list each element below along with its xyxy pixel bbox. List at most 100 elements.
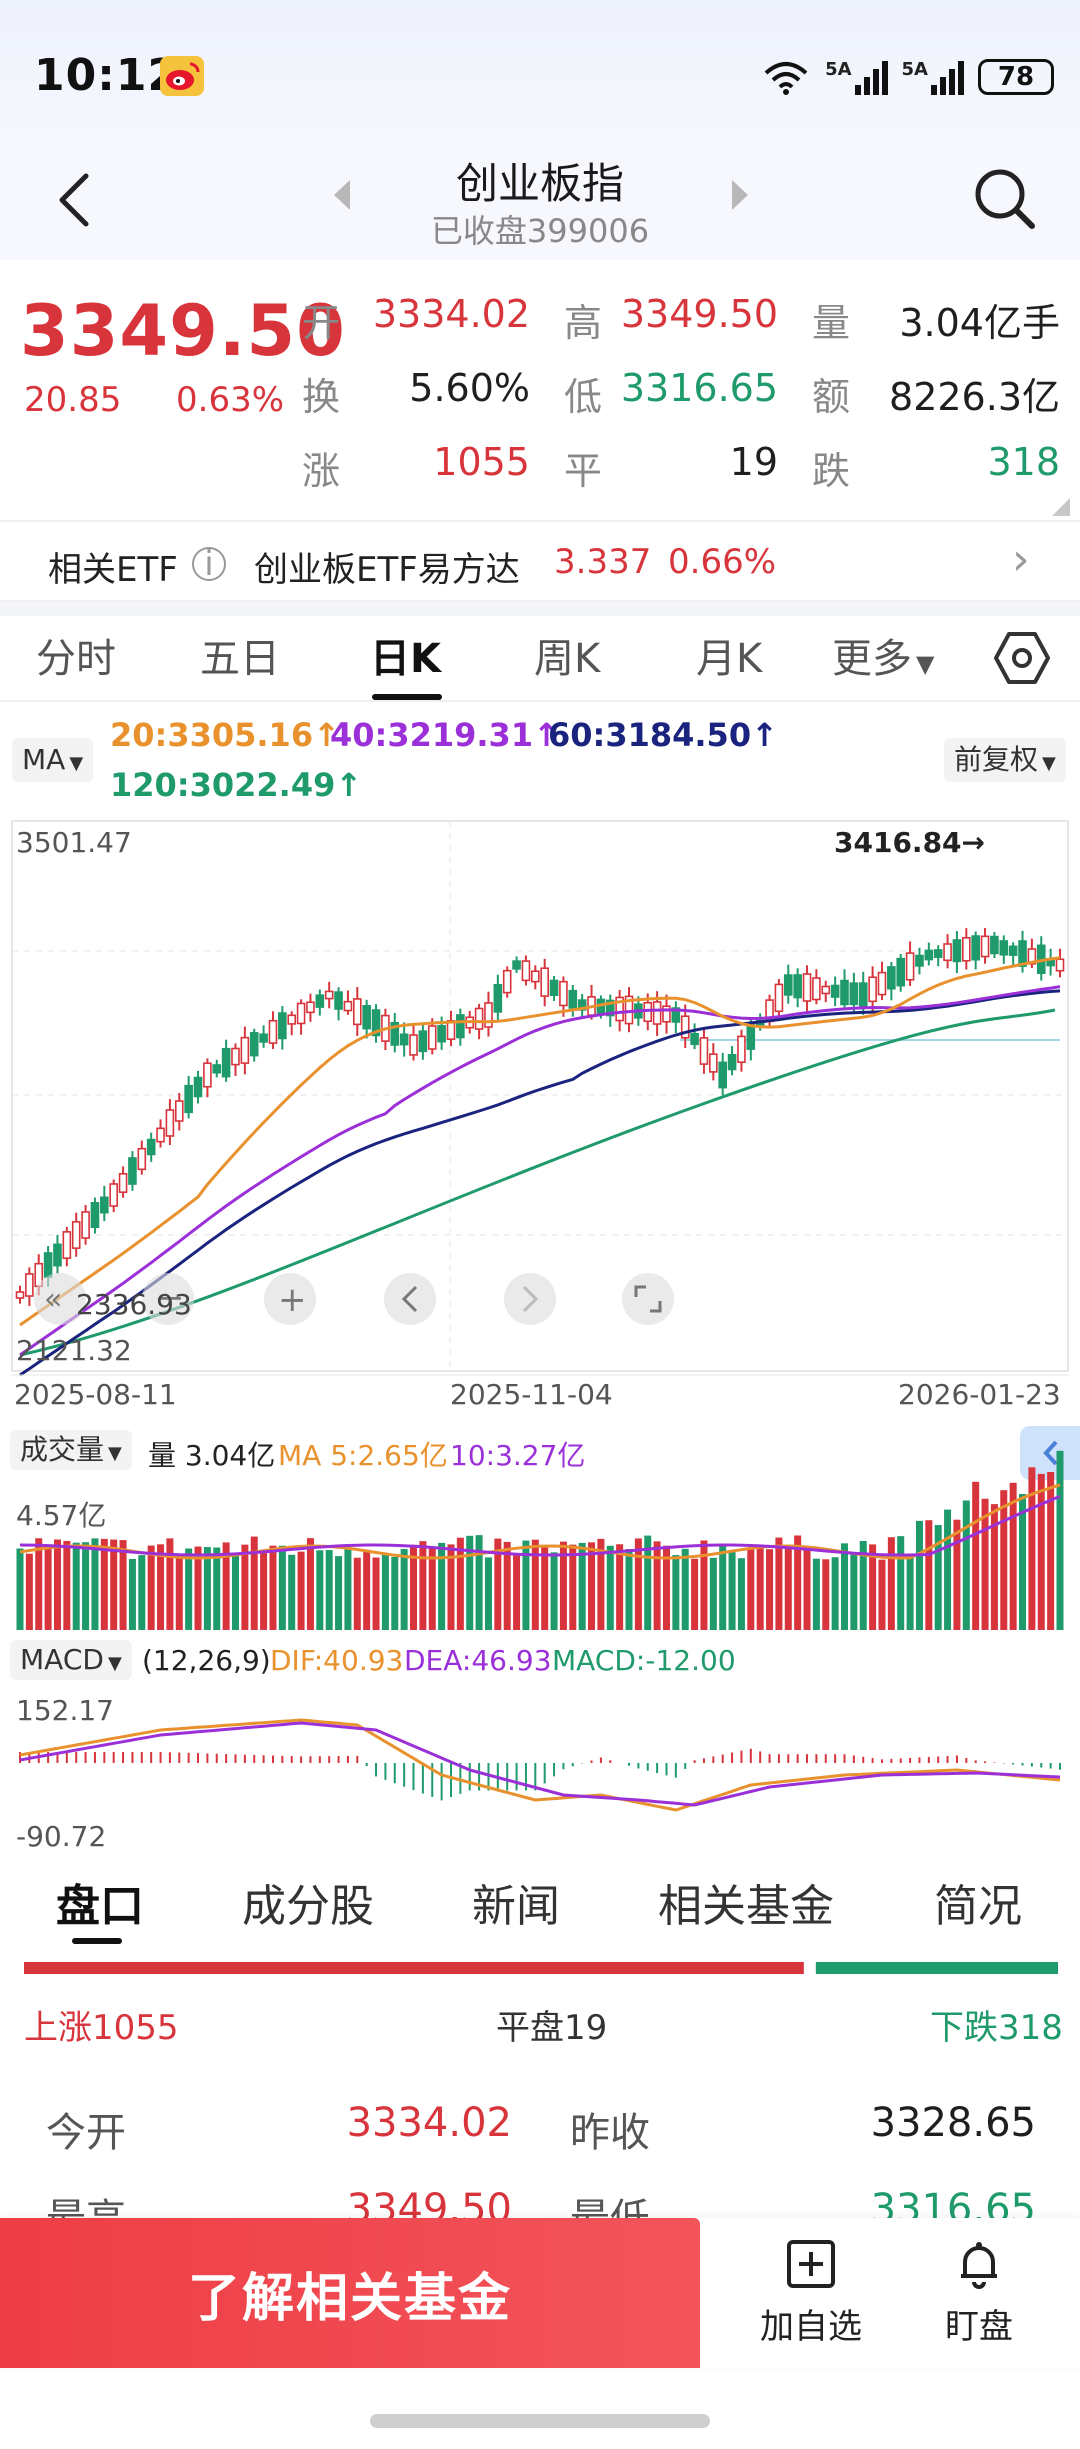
candle	[249, 1032, 259, 1057]
volume-bar	[222, 1542, 230, 1630]
next-index-arrow-icon[interactable]	[728, 178, 752, 212]
zoom-in-button[interactable]	[264, 1273, 316, 1325]
volume-bar	[503, 1541, 511, 1630]
candle	[999, 940, 1009, 956]
volume-bar	[138, 1555, 146, 1630]
zoom-out-button[interactable]	[142, 1273, 194, 1325]
candle	[287, 1014, 297, 1025]
fullscreen-button[interactable]	[622, 1273, 674, 1325]
tab-handicap[interactable]: 盘口	[56, 1881, 144, 1932]
candle	[484, 1002, 493, 1028]
volume-bar	[466, 1535, 474, 1630]
candle	[1008, 945, 1018, 956]
candle	[690, 1032, 699, 1046]
low-label: 低	[564, 375, 603, 419]
tab-related-funds[interactable]: 相关基金	[658, 1881, 834, 1932]
candle	[268, 1019, 278, 1044]
volume-bar	[372, 1557, 380, 1630]
back-icon[interactable]	[50, 170, 100, 230]
volume-bar	[119, 1540, 127, 1630]
candle	[924, 949, 934, 961]
candle	[193, 1076, 203, 1098]
caret-down-icon: ▼	[107, 1653, 122, 1674]
volume-bar	[850, 1553, 858, 1630]
scroll-right-button[interactable]	[504, 1273, 556, 1325]
price-change-pct: 0.63%	[176, 380, 285, 420]
volume-bar	[756, 1547, 764, 1630]
volume-bar	[1047, 1472, 1055, 1630]
volume-selector[interactable]: 成交量 ▼	[10, 1430, 132, 1470]
tab-five-day[interactable]: 五日	[200, 636, 280, 682]
macd-chart[interactable]	[0, 1635, 1080, 1850]
date-label-start: 2025-08-11	[14, 1378, 177, 1411]
volume-bar	[588, 1542, 596, 1630]
volume-bar	[484, 1557, 492, 1630]
chevron-right-icon[interactable]: ›	[1012, 534, 1030, 585]
candle	[371, 1009, 381, 1037]
macd-selector[interactable]: MACD ▼	[10, 1640, 132, 1680]
tab-weekly-k[interactable]: 周K	[534, 636, 601, 682]
volume-bar	[831, 1557, 839, 1630]
prev-index-arrow-icon[interactable]	[330, 178, 354, 212]
zoom-out-left-button[interactable]	[34, 1273, 86, 1325]
candle	[184, 1084, 193, 1114]
tab-more[interactable]: 更多 ▼	[832, 626, 934, 684]
candle	[615, 996, 624, 1022]
home-indicator	[370, 2414, 710, 2428]
add-watchlist-button[interactable]: 加自选	[736, 2238, 886, 2348]
candle	[390, 1022, 400, 1046]
watch-market-button[interactable]: 盯盘	[904, 2238, 1054, 2348]
tab-monthly-k[interactable]: 月K	[696, 636, 763, 682]
candle	[165, 1109, 175, 1137]
volume-bar	[709, 1557, 717, 1630]
candle	[437, 1025, 446, 1043]
low-value: 3316.65	[620, 366, 778, 410]
expand-corner-icon[interactable]	[1052, 498, 1070, 516]
period-tabs: 分时 五日 日K 周K 月K 更多 ▼	[0, 616, 1080, 702]
tab-intraday[interactable]: 分时	[36, 636, 116, 682]
volume-bar	[410, 1544, 418, 1630]
candle	[362, 1005, 371, 1030]
volume-bar	[231, 1552, 239, 1630]
tab-daily-k[interactable]: 日K	[370, 636, 441, 682]
candle	[53, 1243, 62, 1267]
volume-chart[interactable]	[0, 1425, 1080, 1645]
candle	[25, 1273, 34, 1297]
volume-bar	[166, 1538, 174, 1630]
related-etf-row[interactable]: 相关ETF i 创业板ETF易方达 3.337 0.66% ›	[0, 520, 1080, 602]
volume-bar	[316, 1550, 324, 1630]
info-icon[interactable]: i	[192, 544, 226, 584]
volume-bar	[288, 1554, 296, 1630]
volume-bar	[934, 1525, 942, 1630]
ma20-line	[19, 956, 1061, 1327]
status-icons: 5A 5A 78	[761, 56, 1054, 98]
signal-icon-2: 5A	[902, 59, 964, 95]
tab-profile[interactable]: 简况	[934, 1881, 1022, 1932]
candle	[334, 991, 343, 1010]
learn-funds-button[interactable]: 了解相关基金	[0, 2218, 700, 2368]
volume-bar	[447, 1544, 455, 1630]
ma-selector[interactable]: MA ▼	[12, 738, 94, 782]
fullscreen-icon	[634, 1285, 662, 1313]
candle	[568, 989, 578, 1009]
turnover-label: 换	[302, 375, 341, 419]
advances-label: 涨	[302, 449, 341, 493]
volume-bar	[841, 1543, 849, 1630]
settings-hexagon-icon[interactable]	[992, 628, 1052, 688]
candle	[174, 1100, 184, 1122]
search-icon[interactable]	[970, 164, 1040, 234]
adjust-selector[interactable]: 前复权 ▼	[944, 738, 1066, 782]
tab-news[interactable]: 新闻	[472, 1881, 560, 1932]
scroll-left-button[interactable]	[384, 1273, 436, 1325]
tab-constituents[interactable]: 成分股	[242, 1881, 374, 1932]
page-title: 创业板指	[455, 159, 624, 208]
candle	[783, 974, 793, 996]
macd-dif-line	[19, 1718, 1061, 1812]
weibo-icon	[160, 56, 204, 96]
volume-bar	[175, 1554, 183, 1630]
kline-chart[interactable]: « − +	[0, 815, 1080, 1420]
volume-bar	[494, 1538, 502, 1630]
candle	[231, 1047, 240, 1066]
etf-name[interactable]: 创业板ETF易方达	[254, 550, 520, 590]
candle	[793, 974, 802, 999]
